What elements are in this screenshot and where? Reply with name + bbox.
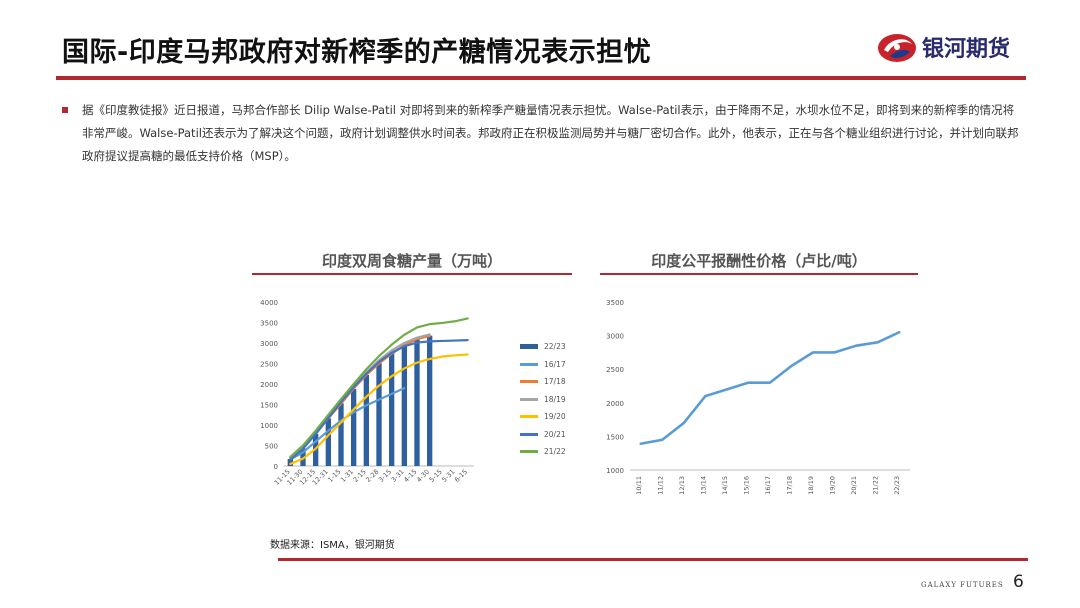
company-logo: 银河期货: [876, 28, 1036, 68]
legend-swatch: [520, 415, 538, 419]
frp-price-chart: 1000 1500 2000 2500 3000 3500 10/11 11/12 12/13 1…: [606, 299, 910, 495]
y-tick-label: 500: [265, 443, 278, 451]
x-tick-label: 6-15: [453, 468, 469, 484]
x-tick-label: 10/11: [635, 476, 643, 495]
x-tick-label: 21/22: [872, 476, 880, 495]
legend-swatch: [520, 432, 538, 436]
title-divider: [56, 76, 1026, 80]
y-tick-label: 3500: [606, 299, 624, 307]
x-tick-label: 18/19: [807, 476, 815, 495]
bar-22-23: [287, 459, 293, 466]
footer-brand: GALAXY FUTURES: [921, 581, 1004, 589]
y-tick-label: 2000: [260, 381, 278, 389]
bar-22-23: [401, 343, 407, 466]
chart-1-legend: 22/23 16/17 17/18 18/19 19/20 20/21 21/22: [520, 338, 566, 461]
legend-swatch: [520, 380, 538, 384]
y-tick-label: 3000: [606, 333, 624, 341]
logo-text: 银河期货: [922, 37, 1011, 62]
bar-22-23: [325, 418, 331, 466]
line-series-19-20: [289, 353, 469, 466]
line-series-20-21: [289, 339, 469, 461]
y-tick-label: 2500: [260, 361, 278, 369]
bar-22-23: [351, 388, 357, 466]
galaxy-logo-icon: [878, 34, 916, 62]
legend-swatch: [520, 397, 538, 401]
x-tick-label: 11/12: [656, 476, 664, 495]
legend-swatch: [520, 362, 538, 366]
y-tick-label: 0: [274, 463, 278, 471]
line-series-16-17: [289, 386, 406, 461]
y-tick-label: 1000: [260, 422, 278, 430]
y-tick-label: 2000: [606, 400, 624, 408]
x-tick-label: 17/18: [786, 476, 794, 495]
x-tick-label: 15/16: [742, 476, 750, 495]
bar-22-23: [414, 338, 420, 466]
y-tick-label: 3500: [260, 320, 278, 328]
bar-22-23: [363, 374, 369, 466]
bar-22-23: [389, 352, 395, 466]
legend-label: 19/20: [544, 412, 566, 422]
y-tick-label: 3000: [260, 340, 278, 348]
bullet-square-icon: [62, 107, 68, 113]
y-tick-label: 1500: [260, 402, 278, 410]
legend-item: 22/23: [520, 338, 566, 356]
frp-line: [639, 330, 901, 446]
slide-title: 国际-印度马邦政府对新榨季的产糖情况表示担忧: [62, 37, 652, 68]
legend-swatch: [520, 450, 538, 454]
footer-divider: [278, 558, 1028, 561]
body-paragraph: 据《印度教徒报》近日报道，马邦合作部长 Dilip Walse-Patil 对即…: [82, 103, 1019, 163]
sugar-production-chart: 0500100015002000250030003500400011-1511-…: [260, 299, 474, 487]
chart-2-title: 印度公平报酬性价格（卢比/吨）: [651, 252, 867, 270]
legend-item: 17/18: [520, 373, 566, 391]
legend-label: 20/21: [544, 429, 566, 439]
y-tick-label: 1000: [606, 467, 624, 475]
legend-label: 22/23: [544, 342, 566, 352]
bar-22-23: [300, 448, 306, 466]
legend-label: 17/18: [544, 377, 566, 387]
legend-item: 21/22: [520, 443, 566, 461]
x-tick-label: 16/17: [764, 476, 772, 495]
y-tick-label: 1500: [606, 433, 624, 441]
legend-item: 16/17: [520, 356, 566, 374]
y-tick-label: 2500: [606, 366, 624, 374]
source-note: 数据来源：ISMA，银河期货: [270, 540, 395, 551]
page-number: 6: [1013, 572, 1024, 592]
bar-22-23: [376, 363, 382, 466]
line-series-21-22: [289, 317, 469, 459]
legend-label: 18/19: [544, 394, 566, 404]
x-tick-label: 20/21: [850, 476, 858, 495]
x-tick-label: 14/15: [721, 476, 729, 495]
legend-item: 18/19: [520, 391, 566, 409]
x-tick-label: 22/23: [893, 476, 901, 495]
legend-label: 21/22: [544, 447, 566, 457]
legend-item: 20/21: [520, 426, 566, 444]
x-tick-label: 13/14: [699, 476, 707, 495]
legend-label: 16/17: [544, 359, 566, 369]
bar-22-23: [427, 335, 433, 466]
x-tick-label: 19/20: [829, 476, 837, 495]
bar-22-23: [338, 403, 344, 466]
legend-swatch: [520, 344, 538, 350]
legend-item: 19/20: [520, 408, 566, 426]
chart-2-title-rule: [600, 273, 918, 275]
chart-1-title: 印度双周食糖产量（万吨）: [321, 252, 502, 270]
chart-1-title-rule: [252, 273, 572, 275]
x-tick-label: 12/13: [678, 476, 686, 495]
y-tick-label: 4000: [260, 299, 278, 307]
